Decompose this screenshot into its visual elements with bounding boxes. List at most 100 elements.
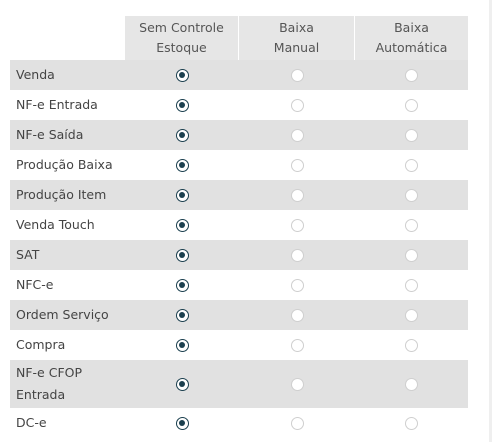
cell-sem-controle-estoque [125, 90, 239, 120]
cell-sem-controle-estoque [125, 210, 239, 240]
column-header-baixa-automatica: Baixa Automática [355, 16, 468, 60]
radio-baixa-manual[interactable] [290, 128, 304, 142]
radio-sem-controle-estoque[interactable] [175, 188, 189, 202]
radio-baixa-automatica[interactable] [405, 158, 418, 172]
radio-sem-controle-estoque[interactable] [175, 377, 189, 391]
row-label: Venda [16, 67, 55, 82]
cell-sem-controle-estoque [125, 180, 239, 210]
stock-control-table: Sem Controle Estoque Baixa Manual Baixa … [10, 16, 468, 438]
row-label: NF-e Entrada [16, 97, 98, 112]
cell-baixa-automatica [355, 60, 468, 90]
cell-sem-controle-estoque [125, 150, 239, 180]
radio-baixa-manual[interactable] [290, 377, 304, 391]
radio-baixa-manual[interactable] [290, 248, 304, 262]
radio-baixa-automatica[interactable] [405, 128, 418, 142]
cell-baixa-manual [239, 90, 355, 120]
radio-baixa-manual[interactable] [290, 416, 304, 430]
radio-baixa-automatica[interactable] [405, 278, 418, 292]
radio-baixa-automatica[interactable] [405, 308, 418, 322]
table-row: Produção Baixa [10, 150, 468, 180]
row-label: NF-e Saída [16, 127, 84, 142]
table-row: Compra [10, 330, 468, 360]
cell-baixa-manual [239, 300, 355, 330]
cell-baixa-manual [239, 270, 355, 300]
cell-sem-controle-estoque [125, 360, 239, 408]
row-label: Ordem Serviço [16, 307, 109, 322]
radio-baixa-manual[interactable] [290, 188, 304, 202]
radio-sem-controle-estoque[interactable] [175, 158, 189, 172]
cell-baixa-automatica [355, 300, 468, 330]
radio-sem-controle-estoque[interactable] [175, 248, 189, 262]
cell-baixa-automatica [355, 210, 468, 240]
radio-baixa-manual[interactable] [290, 158, 304, 172]
cell-baixa-manual [239, 210, 355, 240]
cell-baixa-automatica [355, 408, 468, 438]
table-row: NF-e Saída [10, 120, 468, 150]
table-row: NFC-e [10, 270, 468, 300]
table-row: Ordem Serviço [10, 300, 468, 330]
radio-baixa-automatica[interactable] [405, 218, 418, 232]
cell-sem-controle-estoque [125, 60, 239, 90]
cell-baixa-manual [239, 180, 355, 210]
table-row: Venda Touch [10, 210, 468, 240]
cell-baixa-automatica [355, 240, 468, 270]
cell-baixa-automatica [355, 270, 468, 300]
cell-baixa-manual [239, 150, 355, 180]
radio-sem-controle-estoque[interactable] [175, 98, 189, 112]
radio-baixa-manual[interactable] [290, 308, 304, 322]
radio-baixa-manual[interactable] [290, 338, 304, 352]
cell-baixa-manual [239, 120, 355, 150]
row-label: Produção Item [16, 187, 107, 202]
radio-baixa-automatica[interactable] [405, 416, 418, 430]
cell-sem-controle-estoque [125, 240, 239, 270]
cell-baixa-manual [239, 408, 355, 438]
row-label: DC-e [16, 415, 47, 430]
radio-baixa-manual[interactable] [290, 278, 304, 292]
radio-baixa-automatica[interactable] [405, 188, 418, 202]
cell-sem-controle-estoque [125, 270, 239, 300]
radio-sem-controle-estoque[interactable] [175, 68, 189, 82]
row-label: NFC-e [16, 277, 54, 292]
radio-sem-controle-estoque[interactable] [175, 218, 189, 232]
table-header: Sem Controle Estoque Baixa Manual Baixa … [10, 16, 468, 60]
cell-baixa-manual [239, 240, 355, 270]
radio-baixa-manual[interactable] [290, 68, 304, 82]
cell-sem-controle-estoque [125, 300, 239, 330]
cell-sem-controle-estoque [125, 120, 239, 150]
cell-baixa-automatica [355, 180, 468, 210]
cell-sem-controle-estoque [125, 330, 239, 360]
row-label: Produção Baixa [16, 157, 113, 172]
cell-baixa-manual [239, 60, 355, 90]
scrollbar[interactable] [489, 0, 492, 442]
header-corner [10, 16, 125, 60]
cell-baixa-automatica [355, 360, 468, 408]
table-row: NF-e CFOP Entrada [10, 360, 468, 408]
cell-baixa-automatica [355, 120, 468, 150]
table-row: Venda [10, 60, 468, 90]
radio-sem-controle-estoque[interactable] [175, 128, 189, 142]
table-row: Produção Item [10, 180, 468, 210]
table-row: DC-e [10, 408, 468, 438]
table-body: Venda NF-e Entrada NF-e Saída Produção Baix… [10, 60, 468, 438]
cell-baixa-automatica [355, 150, 468, 180]
radio-sem-controle-estoque[interactable] [175, 416, 189, 430]
column-header-baixa-manual: Baixa Manual [239, 16, 355, 60]
radio-sem-controle-estoque[interactable] [175, 278, 189, 292]
radio-baixa-automatica[interactable] [405, 68, 418, 82]
radio-sem-controle-estoque[interactable] [175, 338, 189, 352]
radio-baixa-automatica[interactable] [405, 248, 418, 262]
radio-baixa-automatica[interactable] [405, 98, 418, 112]
radio-sem-controle-estoque[interactable] [175, 308, 189, 322]
row-label: Compra [16, 337, 66, 352]
table-row: NF-e Entrada [10, 90, 468, 120]
radio-baixa-manual[interactable] [290, 218, 304, 232]
cell-baixa-automatica [355, 330, 468, 360]
row-label: Venda Touch [16, 217, 95, 232]
cell-sem-controle-estoque [125, 408, 239, 438]
radio-baixa-manual[interactable] [290, 98, 304, 112]
radio-baixa-automatica[interactable] [405, 377, 418, 391]
cell-baixa-manual [239, 360, 355, 408]
row-label: NF-e CFOP Entrada [16, 365, 83, 402]
radio-baixa-automatica[interactable] [405, 338, 418, 352]
row-label: SAT [16, 247, 40, 262]
